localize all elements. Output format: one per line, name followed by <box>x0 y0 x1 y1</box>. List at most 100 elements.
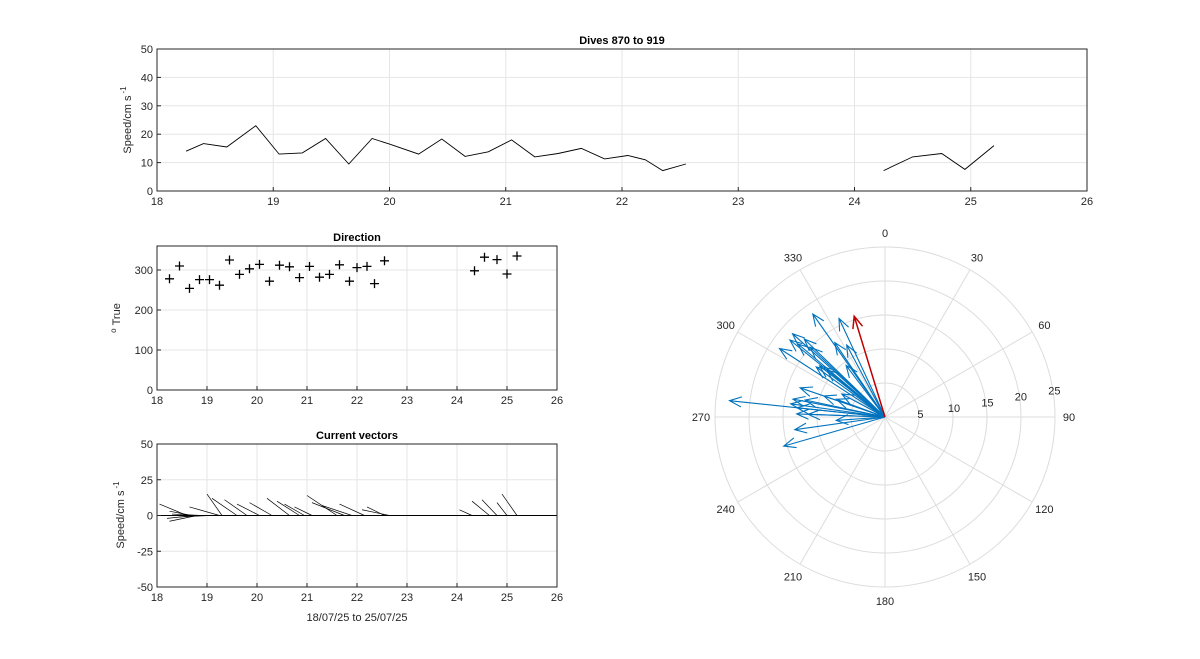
x-tick-label: 18 <box>151 592 163 604</box>
polar-radius-label: 25 <box>1048 385 1060 397</box>
polar-angle-label: 210 <box>784 571 802 583</box>
x-tick-label: 24 <box>848 196 860 208</box>
y-axis-label: Speed/cm s-1 <box>119 86 134 154</box>
current-vector-arrow <box>778 347 886 418</box>
polar-ring <box>850 382 920 452</box>
chart-title: Dives 870 to 919 <box>579 35 665 47</box>
polar-spoke <box>884 416 1033 503</box>
x-tick-label: 21 <box>301 592 313 604</box>
polar-radius-label: 5 <box>917 409 923 421</box>
y-tick-label: 0 <box>147 186 153 198</box>
direction-point-marker <box>315 272 324 282</box>
direction-point-marker <box>305 261 314 271</box>
y-axis-label-superscript: -1 <box>119 86 128 94</box>
current-vector-arrow <box>793 416 886 434</box>
y-axis-label-text: Speed/cm s <box>115 490 127 549</box>
y-tick-label: 20 <box>141 129 153 141</box>
polar-angle-label: 150 <box>968 571 986 583</box>
x-tick-label: 26 <box>551 395 563 407</box>
y-tick-label: 50 <box>141 44 153 56</box>
current-vector-arrow <box>834 414 886 426</box>
polar-spoke <box>737 331 886 418</box>
y-axis-label-text: Speed/cm s <box>122 95 134 154</box>
x-tick-label: 18 <box>151 196 163 208</box>
direction-point-marker <box>225 255 234 265</box>
direction-point-marker <box>380 256 389 266</box>
x-tick-label: 19 <box>267 196 279 208</box>
direction-point-marker <box>245 264 254 274</box>
direction-point-marker <box>235 269 244 279</box>
y-tick-label: 30 <box>141 101 153 113</box>
x-tick-label: 20 <box>383 196 395 208</box>
polar-angle-label: 120 <box>1035 504 1053 516</box>
x-tick-label: 18 <box>151 395 163 407</box>
current-vector <box>311 502 345 516</box>
y-tick-label: 40 <box>141 72 153 84</box>
chart-title: Direction <box>333 232 381 244</box>
current-vector <box>266 498 290 516</box>
direction-point-marker <box>512 251 522 261</box>
current-vector <box>211 498 238 516</box>
y-tick-label: 300 <box>135 265 153 277</box>
x-tick-label: 19 <box>201 395 213 407</box>
polar-radius-label: 20 <box>1015 391 1027 403</box>
direction-point-marker <box>345 276 354 286</box>
y-tick-label: -25 <box>137 546 153 558</box>
x-tick-label: 26 <box>551 592 563 604</box>
current-vector-arrow <box>809 346 886 418</box>
y-tick-label: -50 <box>137 582 153 594</box>
current-vector <box>361 509 390 516</box>
direction-point-marker <box>265 276 274 286</box>
direction-point-marker <box>205 275 214 285</box>
x-tick-label: 20 <box>251 395 263 407</box>
current-vector <box>236 503 260 516</box>
x-tick-label: 21 <box>500 196 512 208</box>
direction-point-marker <box>285 262 294 272</box>
x-tick-label: 22 <box>616 196 628 208</box>
current-vector <box>171 513 203 516</box>
polar-angle-label: 60 <box>1038 320 1050 332</box>
polar-spoke <box>884 269 971 418</box>
current-vector-arrow <box>782 416 886 449</box>
direction-point-marker <box>370 279 379 289</box>
direction-point-marker <box>215 280 224 290</box>
mean-vector-arrow <box>852 314 886 418</box>
y-axis-label-prefix: o <box>109 328 118 333</box>
y-tick-label: 0 <box>147 385 153 397</box>
direction-point-marker <box>502 269 512 279</box>
direction-point-marker <box>175 261 184 271</box>
x-tick-label: 23 <box>401 592 413 604</box>
current-vector <box>481 499 498 516</box>
y-tick-label: 0 <box>147 511 153 523</box>
current-vector <box>249 502 273 516</box>
direction-point-marker <box>295 273 304 283</box>
polar-angle-label: 30 <box>971 253 983 265</box>
polar-spoke <box>799 416 886 565</box>
x-tick-label: 22 <box>351 395 363 407</box>
current-vector-arrow <box>835 398 886 418</box>
speed-time-series-panel: 18 19 20 21 22 23 24 25 26 0 10 20 30 40 50 Dives 870 t… <box>119 35 1093 208</box>
current-vector <box>276 500 300 516</box>
direction-point-marker <box>480 252 489 262</box>
direction-scatter-panel: 18 19 20 21 22 23 24 25 26 0 100 200 300 Direction o Tr… <box>109 232 564 407</box>
current-vector <box>496 502 508 516</box>
current-vector-arrow <box>803 397 886 418</box>
polar-radius-label: 15 <box>981 397 993 409</box>
x-tick-label: 25 <box>965 196 977 208</box>
x-tick-label: 25 <box>501 395 513 407</box>
y-tick-label: 50 <box>141 439 153 451</box>
x-tick-label: 26 <box>1081 196 1093 208</box>
current-vector <box>339 503 365 516</box>
speed-series-line <box>185 125 687 172</box>
current-vector <box>224 499 248 516</box>
polar-ring <box>816 348 954 486</box>
direction-point-marker <box>335 260 344 270</box>
polar-angle-label: 330 <box>784 253 802 265</box>
polar-radius-label: 10 <box>948 403 960 415</box>
polar-spoke <box>884 416 971 565</box>
direction-point-marker <box>185 283 194 293</box>
current-vector <box>284 503 305 516</box>
direction-point-marker <box>325 269 334 279</box>
polar-ring <box>748 280 1022 554</box>
